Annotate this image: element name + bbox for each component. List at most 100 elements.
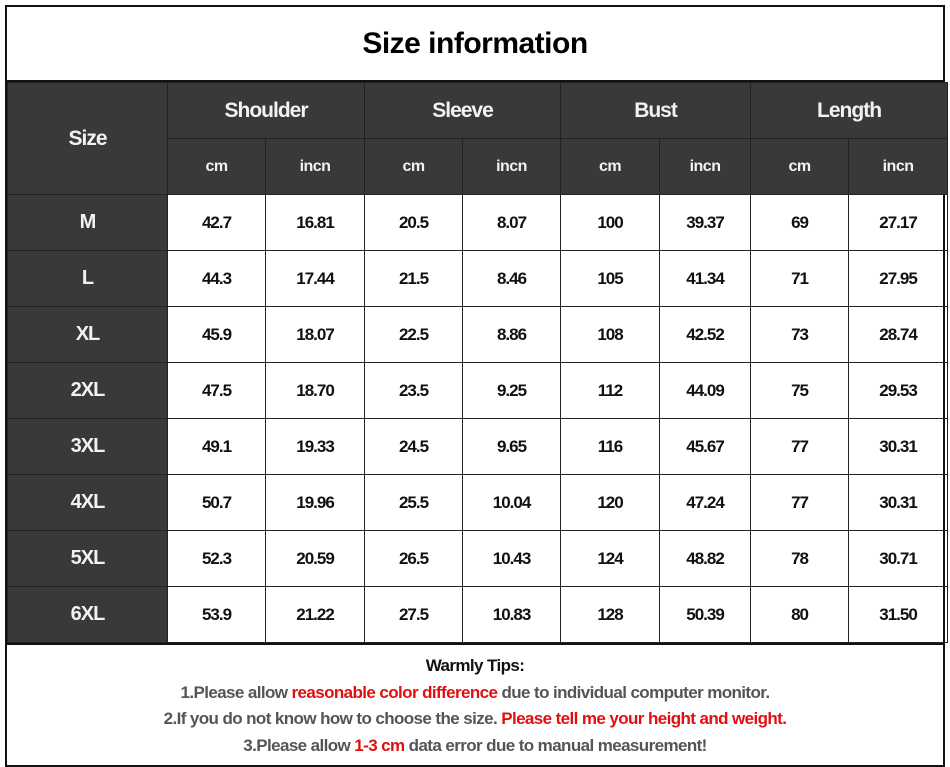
- measurement-cell: 8.86: [462, 306, 562, 363]
- measurement-cell: 9.25: [462, 362, 562, 419]
- tips-section: Warmly Tips: 1.Please allow reasonable c…: [7, 643, 943, 765]
- tip-text: 3.Please allow: [243, 735, 355, 755]
- measurement-cell: 9.65: [462, 418, 562, 475]
- unit-header-row: cm incn cm incn cm incn cm incn: [8, 138, 949, 195]
- measurement-cell: 77: [750, 474, 850, 531]
- table-row: 4XL 50.7 19.96 25.5 10.04 120 47.24 77 30.31: [7, 474, 949, 531]
- measurement-cell: 47.5: [167, 362, 266, 419]
- measurement-cell: 116: [560, 418, 661, 475]
- measurement-cell: 21.5: [364, 250, 464, 307]
- measurement-cell: 48.82: [659, 530, 752, 587]
- bust-header: Bust: [560, 82, 752, 139]
- measurement-cell: 39.37: [659, 194, 752, 251]
- measurement-cell: 27.17: [848, 194, 949, 251]
- measurement-cell: 8.46: [462, 250, 562, 307]
- tip-text: 2.If you do not know how to choose the s…: [163, 709, 502, 728]
- measurement-cell: 108: [560, 306, 661, 363]
- size-label: XL: [7, 306, 168, 363]
- measurement-cell: 31.50: [848, 586, 949, 643]
- measurement-cell: 78: [750, 530, 850, 587]
- size-label: 6XL: [7, 586, 168, 643]
- measurement-cell: 44.09: [659, 362, 752, 419]
- measurement-cell: 71: [750, 250, 850, 307]
- measurement-cell: 77: [750, 418, 850, 475]
- unit-cm-header: cm: [750, 138, 850, 195]
- chart-title: Size information: [7, 7, 943, 82]
- measurement-cell: 73: [750, 306, 850, 363]
- size-chart: Size information Size Shoulder Sleeve Bu…: [5, 5, 949, 767]
- measurement-cell: 18.07: [264, 306, 366, 363]
- measurement-cell: 10.83: [462, 586, 562, 643]
- size-table: Size Shoulder Sleeve Bust Length cm incn…: [7, 82, 949, 643]
- measurement-cell: 100: [560, 194, 661, 251]
- measurement-cell: 17.44: [264, 250, 366, 307]
- tip-text: 1.Please allow: [180, 682, 292, 702]
- measurement-cell: 30.71: [848, 530, 949, 587]
- measurement-cell: 45.9: [167, 306, 266, 363]
- shoulder-header: Shoulder: [166, 82, 366, 139]
- table-row: M 42.7 16.81 20.5 8.07 100 39.37 69 27.17: [7, 194, 949, 251]
- unit-cm-header: cm: [364, 138, 464, 195]
- measurement-cell: 30.31: [848, 474, 949, 531]
- sleeve-header: Sleeve: [364, 82, 562, 139]
- measurement-cell: 23.5: [364, 362, 464, 419]
- measurement-cell: 42.52: [659, 306, 752, 363]
- measurement-cell: 50.7: [167, 474, 266, 531]
- unit-cm-header: cm: [560, 138, 661, 195]
- tip-highlight: 1-3 cm: [354, 735, 405, 755]
- measurement-cell: 49.1: [167, 418, 266, 475]
- measurement-cell: 124: [560, 530, 661, 587]
- length-header: Length: [750, 82, 949, 139]
- measurement-cell: 69: [750, 194, 850, 251]
- measurement-cell: 18.70: [264, 362, 366, 419]
- tip-text: due to individual computer monitor.: [497, 682, 770, 702]
- group-header-row: Size Shoulder Sleeve Bust Length: [7, 82, 949, 195]
- table-row: 5XL 52.3 20.59 26.5 10.43 124 48.82 78 30.71: [7, 530, 949, 587]
- measurement-cell: 45.67: [659, 418, 752, 475]
- unit-inch-header: incn: [659, 138, 752, 195]
- measurement-cell: 10.04: [462, 474, 562, 531]
- size-label: 4XL: [7, 474, 168, 531]
- table-row: 2XL 47.5 18.70 23.5 9.25 112 44.09 75 29.53: [7, 362, 949, 419]
- table-row: 3XL 49.1 19.33 24.5 9.65 116 45.67 77 30.31: [7, 418, 949, 475]
- table-row: 6XL 53.9 21.22 27.5 10.83 128 50.39 80 31.50: [7, 586, 949, 643]
- measurement-cell: 16.81: [264, 194, 366, 251]
- measurement-cell: 52.3: [167, 530, 266, 587]
- measurement-cell: 24.5: [364, 418, 464, 475]
- measurement-cell: 20.59: [264, 530, 366, 587]
- unit-cm-header: cm: [167, 138, 266, 195]
- measurement-cell: 19.33: [264, 418, 366, 475]
- unit-inch-header: incn: [848, 138, 949, 195]
- measurement-cell: 44.3: [167, 250, 266, 307]
- measurement-cell: 128: [560, 586, 661, 643]
- tip-highlight: Please tell me your height and weight.: [501, 709, 787, 728]
- size-label: M: [7, 194, 168, 251]
- measurement-cell: 47.24: [659, 474, 752, 531]
- measurement-cell: 8.07: [462, 194, 562, 251]
- size-label: 2XL: [7, 362, 168, 419]
- size-label: 3XL: [7, 418, 168, 475]
- tip-text: data error due to manual measurement!: [404, 735, 708, 755]
- unit-inch-header: incn: [264, 138, 366, 195]
- measurement-cell: 80: [750, 586, 850, 643]
- measurement-cell: 105: [560, 250, 661, 307]
- size-label: L: [7, 250, 168, 307]
- measurement-cell: 41.34: [659, 250, 752, 307]
- measurement-cell: 30.31: [848, 418, 949, 475]
- tip-3: 3.Please allow 1-3 cm data error due to …: [7, 733, 943, 760]
- measurement-cell: 120: [560, 474, 661, 531]
- measurement-cell: 10.43: [462, 530, 562, 587]
- measurement-cell: 21.22: [264, 586, 366, 643]
- measurement-cell: 19.96: [264, 474, 366, 531]
- size-label: 5XL: [7, 530, 168, 587]
- measurement-cell: 53.9: [167, 586, 266, 643]
- measurement-cell: 29.53: [848, 362, 949, 419]
- measurement-cell: 112: [560, 362, 661, 419]
- measurement-cell: 42.7: [167, 194, 266, 251]
- table-row: L 44.3 17.44 21.5 8.46 105 41.34 71 27.95: [7, 250, 949, 307]
- tip-highlight: reasonable color difference: [291, 682, 498, 702]
- table-row: XL 45.9 18.07 22.5 8.86 108 42.52 73 28.74: [7, 306, 949, 363]
- measurement-cell: 25.5: [364, 474, 464, 531]
- size-column-header: Size: [7, 82, 168, 195]
- size-table-body: M 42.7 16.81 20.5 8.07 100 39.37 69 27.17 L 44.3 17…: [7, 194, 949, 643]
